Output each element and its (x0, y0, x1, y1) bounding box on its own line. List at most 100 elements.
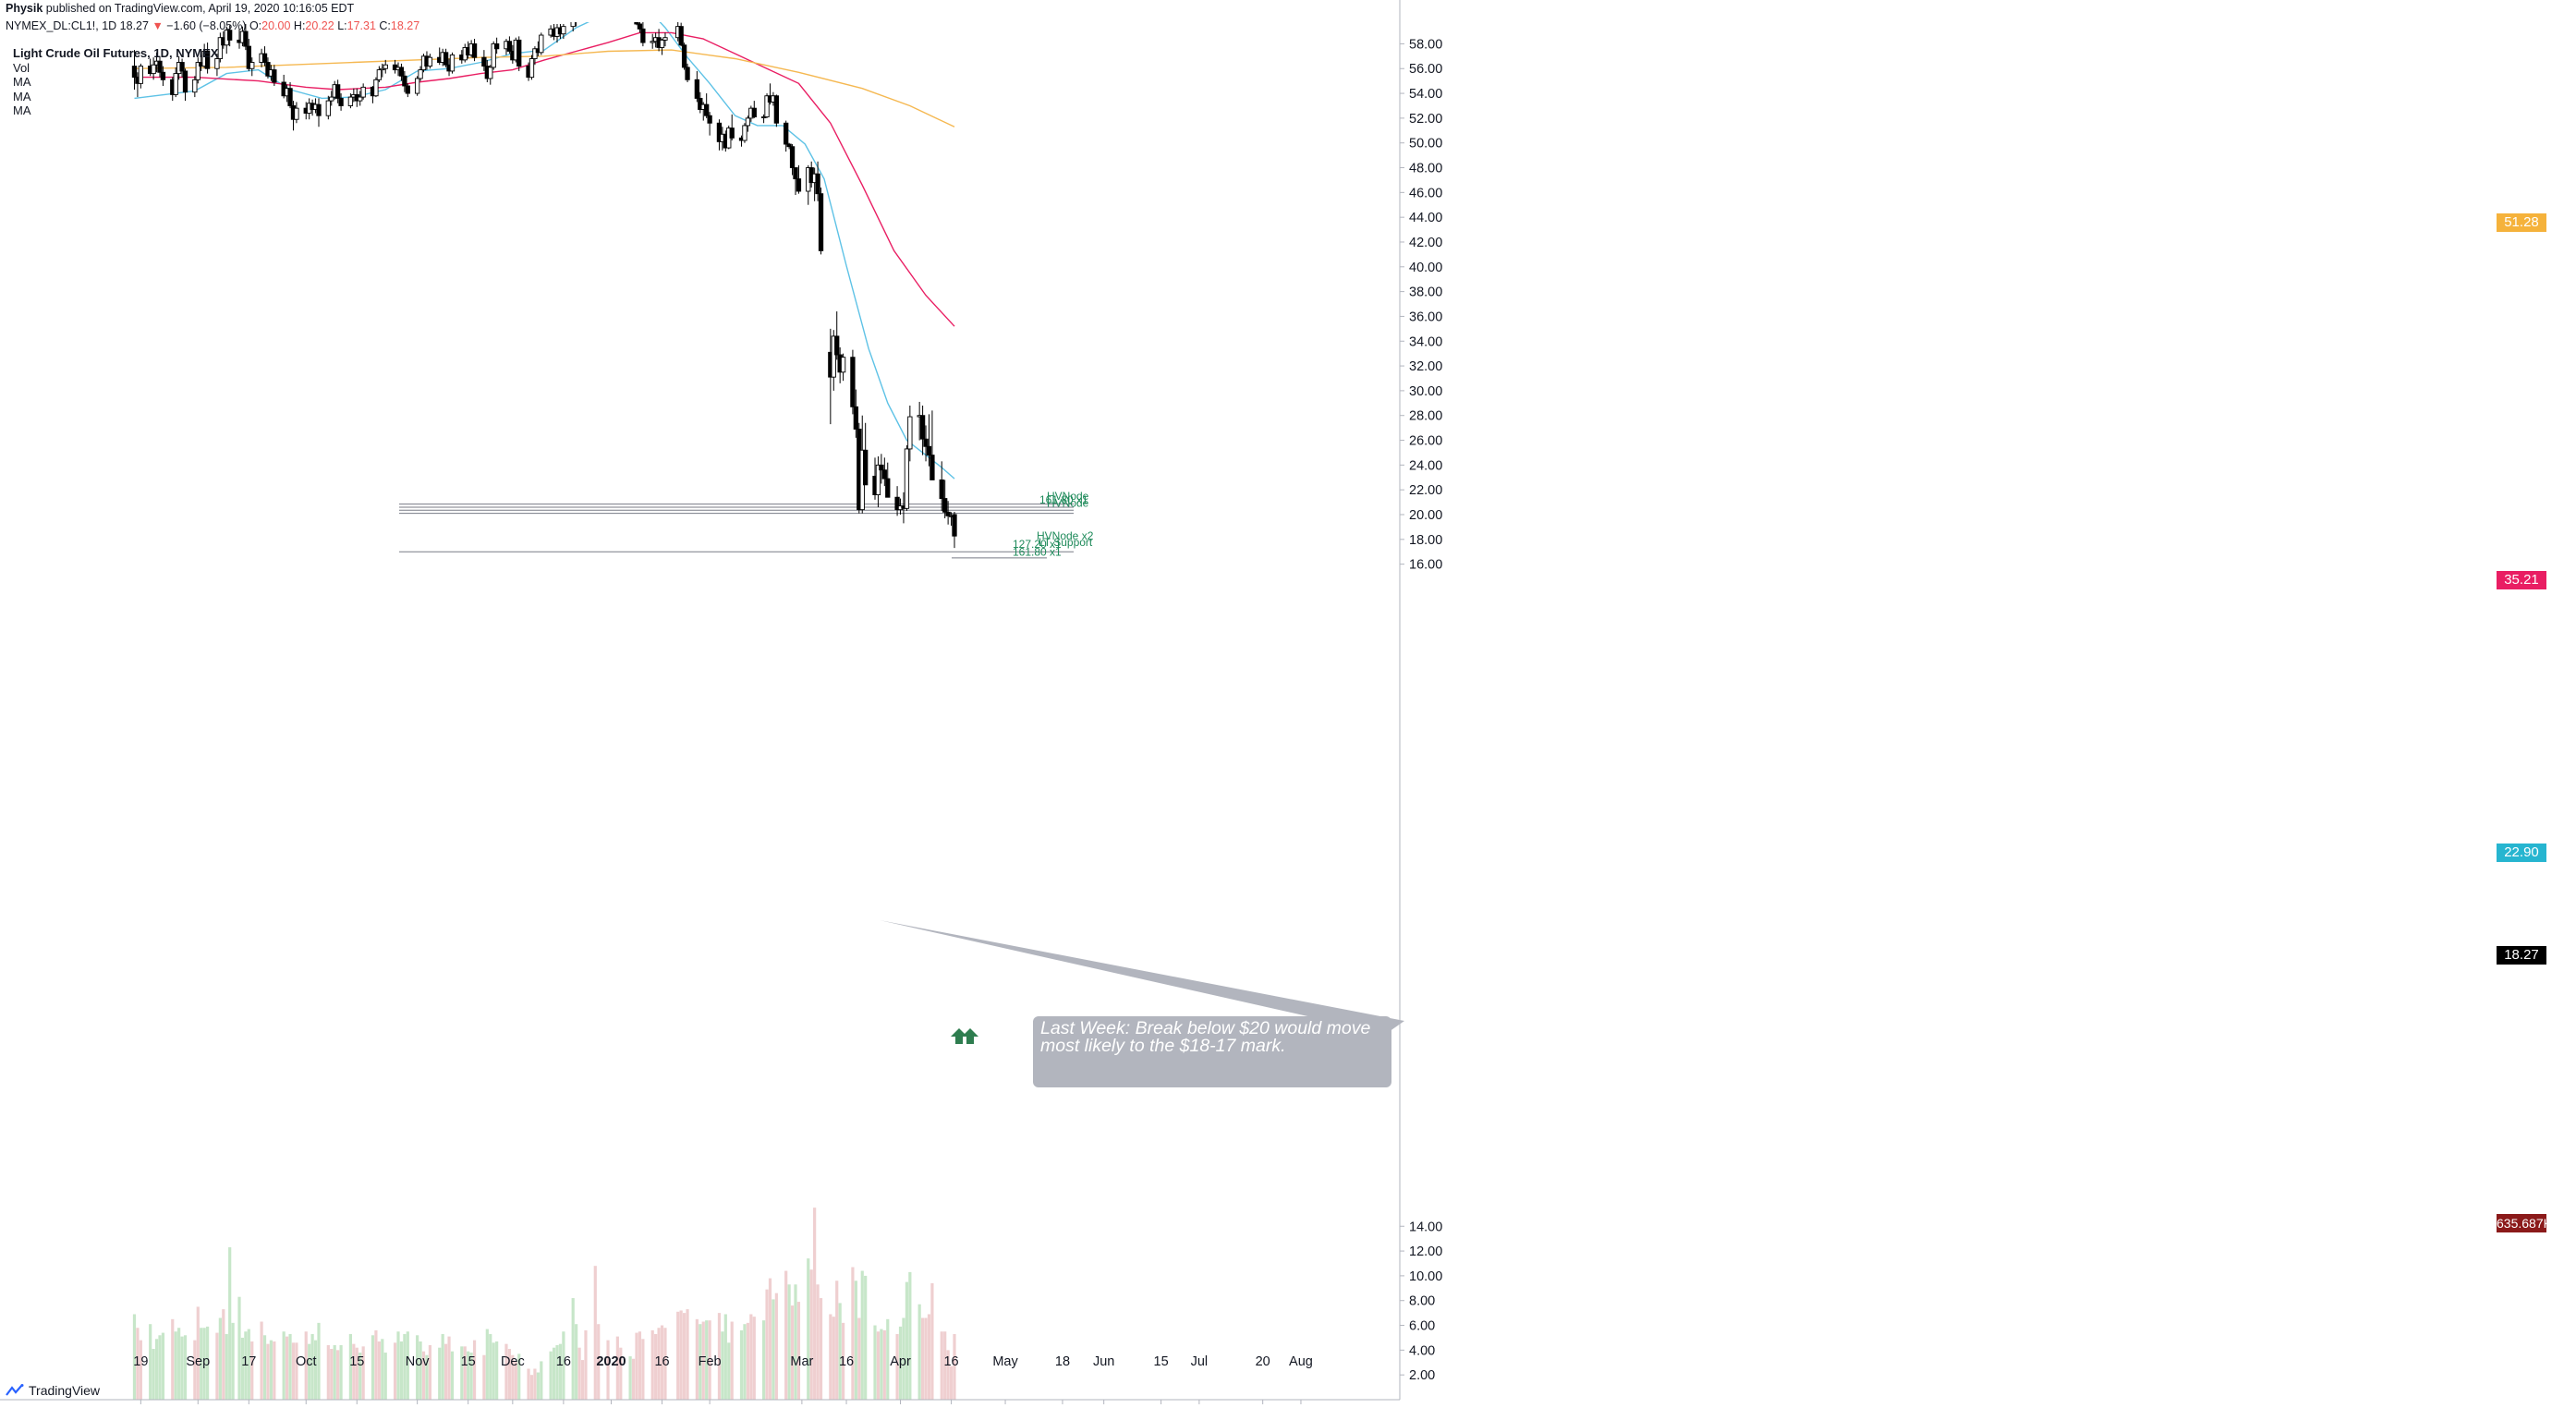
x-tick-label: Jul (1191, 1354, 1209, 1369)
volume-bar (895, 1333, 899, 1400)
volume-bar (838, 1303, 842, 1400)
candle-body (173, 73, 178, 95)
volume-bar (348, 1333, 352, 1400)
volume-bar (717, 1313, 722, 1400)
volume-bar (161, 1332, 165, 1400)
volume-bar (584, 1329, 588, 1400)
candle-body (204, 51, 211, 69)
legend-volume[interactable]: Vol (13, 60, 30, 75)
legend-ma-3[interactable]: MA (13, 103, 31, 117)
volume-bar (727, 1342, 731, 1400)
y-tick-label: 42.00 (1409, 236, 1442, 250)
volume-bar (549, 1351, 553, 1400)
candle-body (907, 416, 913, 450)
volume-bar (807, 1258, 810, 1400)
x-tick-label: Oct (296, 1354, 317, 1369)
candle-body (405, 85, 410, 94)
volume-bar (657, 1328, 661, 1400)
volume-bar (171, 1318, 175, 1400)
tradingview-logo[interactable]: TradingView (6, 1383, 100, 1398)
x-tick-label: 19 (133, 1354, 148, 1369)
legend-ma-2[interactable]: MA (13, 89, 31, 103)
level-label-hvnode_x2: HVNode x2 (1037, 529, 1094, 542)
volume-bar (638, 1331, 642, 1400)
price-axis-bg (1401, 0, 2576, 1408)
volume-bar (705, 1320, 709, 1400)
y-tick-label: 48.00 (1409, 162, 1442, 176)
ma-line-2 (134, 49, 955, 127)
candle-body (904, 448, 910, 509)
volume-bar (946, 1350, 950, 1400)
candle-body (659, 39, 665, 48)
volume-bar (200, 1328, 203, 1400)
x-tick-label: May (992, 1354, 1018, 1369)
candle-body (294, 107, 299, 120)
volume-bar (273, 1341, 276, 1400)
volume-bar (339, 1344, 343, 1400)
candle-body (398, 67, 405, 77)
y-tick-label: 34.00 (1409, 334, 1442, 349)
candle-body (287, 88, 293, 106)
change-arrow-icon: ▼ (152, 19, 164, 32)
x-tick-label: Mar (790, 1354, 813, 1369)
x-tick-label: Apr (890, 1354, 911, 1369)
volume-bar (295, 1342, 298, 1400)
candle-body (214, 58, 220, 69)
candle-body (926, 445, 932, 456)
candle-body (939, 479, 944, 500)
candle-body (742, 125, 747, 141)
last-price-tag: 18.27 (2497, 946, 2546, 965)
volume-bar (333, 1344, 336, 1400)
candle-body (952, 514, 957, 537)
candle-body (414, 78, 420, 94)
volume-bar (880, 1329, 883, 1400)
volume-bar (676, 1311, 680, 1400)
volume-bar (358, 1353, 362, 1400)
candle-body (360, 86, 366, 98)
volume-bar (495, 1341, 499, 1400)
candle-body (493, 42, 500, 50)
volume-bar (218, 1317, 222, 1400)
y-tick-label: 6.00 (1409, 1319, 1435, 1334)
y-tick-label: 24.00 (1409, 458, 1442, 473)
legend-ma-1[interactable]: MA (13, 75, 31, 89)
x-tick-label: 18 (1055, 1354, 1070, 1369)
close-label: C: (379, 19, 391, 32)
candle-body (942, 498, 948, 513)
volume-bar (908, 1271, 912, 1400)
ma-short-price-tag: 22.90 (2497, 844, 2546, 862)
y-tick-label: 22.00 (1409, 483, 1442, 498)
volume-bar (425, 1354, 429, 1400)
y-tick-label: 36.00 (1409, 310, 1442, 324)
candle-body (773, 95, 780, 124)
candle-body (685, 67, 690, 80)
candle-body (380, 67, 385, 71)
volume-bar (857, 1317, 861, 1400)
candle-body (570, 22, 576, 28)
volume-bar (447, 1336, 451, 1400)
volume-bar (695, 1318, 699, 1400)
volume-bar (615, 1336, 619, 1400)
volume-bar (953, 1333, 956, 1400)
candle-body (885, 478, 891, 498)
volume-bar (237, 1296, 241, 1400)
y-tick-label: 26.00 (1409, 434, 1442, 449)
candle-body (945, 511, 951, 516)
up-arrow-icon (962, 1028, 978, 1044)
volume-bar (765, 1289, 769, 1400)
volume-bar (654, 1333, 658, 1400)
annotation-callout[interactable]: Last Week: Break below $20 would move mo… (1033, 1016, 1391, 1087)
candle-body (402, 75, 407, 87)
volume-bar (222, 1309, 225, 1400)
candle-body (745, 117, 751, 127)
y-tick-label: 10.00 (1409, 1269, 1442, 1284)
y-tick-label: 52.00 (1409, 112, 1442, 127)
volume-bar (606, 1340, 610, 1400)
candle-body (383, 64, 388, 69)
volume-bar (730, 1321, 734, 1400)
author-name[interactable]: Physik (6, 2, 43, 15)
volume-bar (202, 1328, 206, 1400)
candle-body (894, 496, 900, 511)
